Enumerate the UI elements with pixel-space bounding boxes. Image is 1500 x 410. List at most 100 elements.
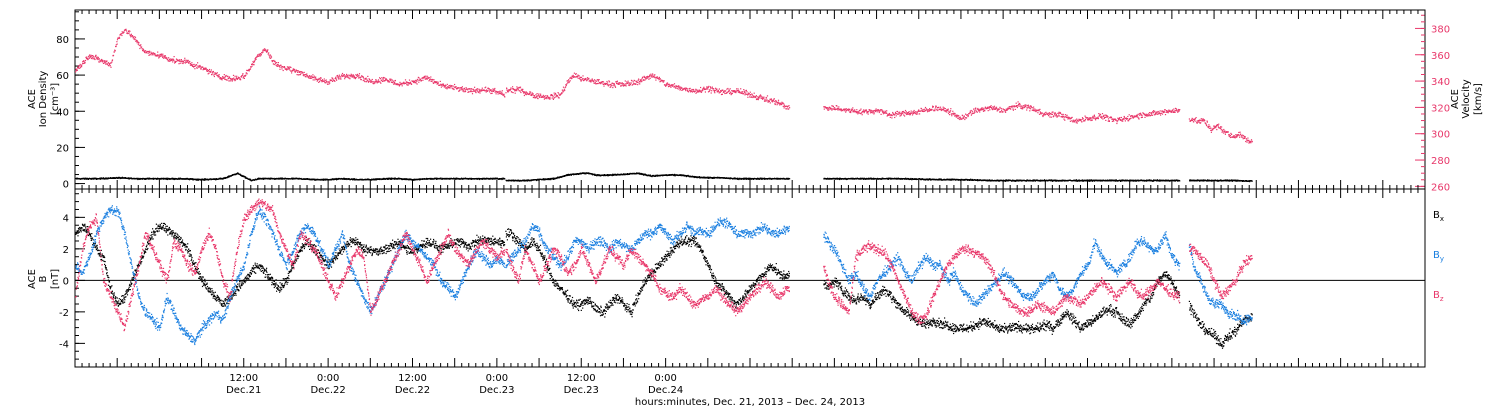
density-point (1077, 179, 1080, 181)
velocity-point (259, 55, 262, 57)
density-point (644, 173, 646, 175)
velocity-point (174, 61, 176, 63)
density-point (1231, 179, 1233, 182)
velocity-point (114, 49, 116, 51)
velocity-point (85, 56, 87, 58)
density-point (1220, 179, 1222, 181)
velocity-point (129, 30, 131, 32)
density-point (963, 179, 965, 181)
velocity-point (90, 57, 92, 60)
velocity-point (413, 80, 415, 82)
density-point (1108, 179, 1111, 181)
density-point (511, 180, 513, 182)
density-point (513, 179, 515, 181)
velocity-point (371, 78, 373, 81)
density-point (229, 176, 231, 178)
velocity-point (161, 54, 163, 56)
velocity-point (409, 81, 412, 83)
velocity-point (418, 81, 420, 83)
velocity-point (415, 82, 417, 84)
velocity-point (459, 87, 461, 89)
velocity-point (454, 83, 456, 86)
density-point (159, 178, 161, 180)
density-point (273, 177, 275, 179)
velocity-point (184, 57, 186, 59)
density-point (681, 175, 683, 177)
velocity-point (325, 79, 327, 81)
density-point (202, 179, 204, 181)
velocity-point (407, 84, 409, 86)
velocity-point (88, 57, 90, 59)
y2-tick-label: 280 (1431, 156, 1450, 167)
velocity-point (276, 62, 278, 64)
velocity-point (306, 73, 308, 75)
density-point (323, 179, 325, 181)
velocity-point (260, 54, 262, 56)
density-point (868, 178, 870, 180)
velocity-point (134, 37, 137, 39)
velocity-point (425, 75, 427, 77)
density-point (835, 178, 837, 180)
velocity-point (281, 68, 283, 70)
velocity-point (310, 75, 312, 77)
velocity-point (405, 82, 407, 84)
velocity-point (116, 43, 118, 45)
density-point (1129, 180, 1131, 182)
density-point (1166, 179, 1168, 181)
velocity-point (162, 55, 164, 57)
velocity-point (439, 84, 441, 86)
velocity-point (446, 88, 448, 90)
density-point (139, 178, 141, 180)
density-point (553, 178, 555, 180)
density-point (195, 178, 197, 180)
density-point (787, 178, 789, 180)
velocity-point (190, 64, 192, 66)
density-point (938, 179, 940, 181)
density-point (274, 178, 276, 180)
velocity-point (413, 81, 415, 84)
velocity-point (200, 66, 202, 68)
velocity-point (374, 80, 377, 82)
velocity-point (139, 47, 141, 50)
velocity-point (356, 73, 359, 75)
velocity-point (223, 76, 225, 78)
density-point (462, 178, 464, 180)
velocity-point (379, 77, 381, 79)
velocity-point (352, 75, 354, 77)
velocity-point (107, 62, 110, 64)
velocity-point (231, 80, 233, 82)
density-point (756, 178, 758, 180)
velocity-point (405, 81, 407, 83)
density-point (626, 173, 628, 175)
density-point (1115, 179, 1117, 181)
velocity-point (332, 77, 334, 79)
velocity-point (288, 67, 290, 69)
velocity-point (366, 78, 368, 80)
density-point (774, 177, 776, 179)
velocity-point (187, 59, 189, 61)
density-point (512, 180, 514, 182)
velocity-point (144, 51, 146, 54)
velocity-point (218, 76, 220, 78)
velocity-point (278, 65, 280, 67)
velocity-point (105, 63, 107, 65)
y2-tick-label: 340 (1431, 77, 1450, 88)
velocity-point (219, 78, 221, 80)
velocity-point (173, 59, 175, 62)
velocity-point (94, 58, 96, 61)
velocity-point (275, 62, 277, 64)
velocity-point (100, 60, 102, 62)
velocity-point (253, 62, 255, 64)
velocity-point (213, 75, 215, 78)
density-point (1104, 180, 1107, 182)
velocity-point (360, 79, 362, 81)
density-point (1198, 179, 1200, 181)
density-point (685, 175, 687, 177)
velocity-point (410, 83, 413, 85)
density-point (1089, 179, 1091, 181)
velocity-point (375, 81, 377, 83)
density-point (560, 176, 562, 178)
density-point (375, 178, 377, 180)
velocity-point (207, 70, 209, 72)
